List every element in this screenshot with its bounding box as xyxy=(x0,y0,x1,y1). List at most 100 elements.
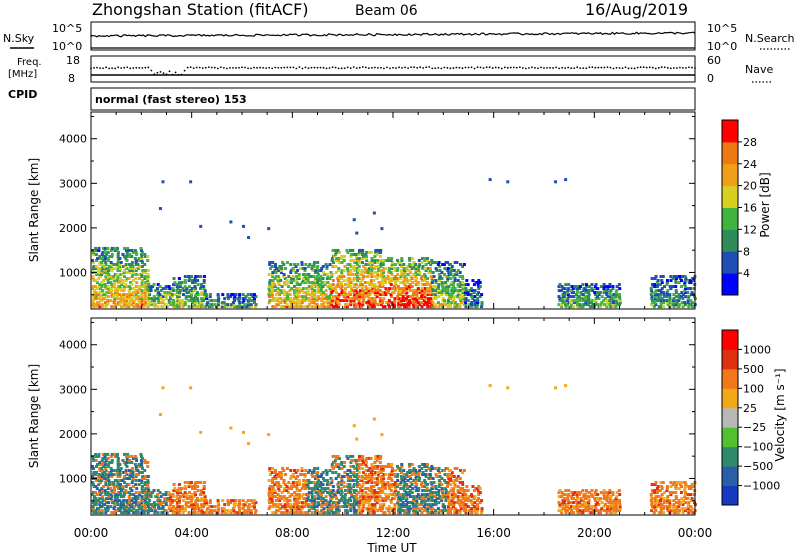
velocity-cell xyxy=(116,475,120,479)
power-cell xyxy=(389,293,393,297)
power-cell xyxy=(317,297,321,301)
power-cell xyxy=(122,293,126,297)
velocity-cell xyxy=(153,507,157,511)
power-cell xyxy=(414,303,418,307)
nave-dot xyxy=(615,66,618,69)
power-cell xyxy=(231,301,235,305)
velocity-cell xyxy=(390,485,394,489)
velocity-cell xyxy=(602,493,606,497)
power-cell xyxy=(121,279,125,283)
power-cell xyxy=(352,297,356,301)
velocity-cell xyxy=(122,507,126,511)
nave-dot xyxy=(422,67,425,69)
velocity-cell xyxy=(285,466,289,470)
velocity-cell xyxy=(587,495,591,499)
power-cell xyxy=(407,285,411,289)
nave-dot xyxy=(651,66,654,69)
power-cell xyxy=(450,289,454,293)
nave-tick-bottom: 0 xyxy=(707,72,714,85)
power-cell xyxy=(314,277,318,281)
power-cell xyxy=(689,299,693,303)
power-cell xyxy=(193,301,197,305)
velocity-cell xyxy=(410,473,414,477)
power-cell xyxy=(440,291,444,295)
power-cell xyxy=(683,289,687,293)
velocity-cell xyxy=(323,503,327,507)
power-cell xyxy=(298,299,302,303)
power-cell xyxy=(353,285,357,289)
velocity-cell xyxy=(224,511,228,515)
nave-dot xyxy=(657,66,660,69)
power-cell xyxy=(139,246,143,250)
velocity-cell xyxy=(422,505,426,509)
power-cell xyxy=(127,291,131,295)
velocity-cell xyxy=(101,460,105,464)
velocity-cell xyxy=(403,477,407,481)
power-cell xyxy=(342,269,346,273)
power-cell xyxy=(288,305,292,309)
velocity-cell xyxy=(405,483,409,487)
power-cell xyxy=(158,285,162,289)
velocity-cell xyxy=(662,491,666,495)
power-cell xyxy=(586,303,590,307)
velocity-cell xyxy=(408,475,412,479)
power-cell xyxy=(247,236,251,240)
power-cell xyxy=(345,299,349,303)
power-cell xyxy=(458,275,462,279)
power-cell xyxy=(370,305,374,309)
power-cell xyxy=(350,252,354,256)
velocity-cell xyxy=(615,495,619,499)
velocity-cell xyxy=(391,493,395,497)
velocity-cell xyxy=(203,503,207,507)
velocity-cell xyxy=(123,452,127,456)
power-cell xyxy=(268,291,272,295)
velocity-cell xyxy=(273,505,277,509)
power-cell xyxy=(196,275,200,279)
power-cell xyxy=(441,299,445,303)
power-cell xyxy=(429,305,433,309)
power-cell xyxy=(576,305,580,309)
power-cell xyxy=(150,303,154,307)
nave-dot xyxy=(349,67,352,69)
velocity-cell xyxy=(125,458,129,462)
velocity-cell xyxy=(415,487,419,491)
velocity-cell xyxy=(348,468,352,472)
velocity-cell xyxy=(286,505,290,509)
velocity-cell xyxy=(603,503,607,507)
power-cell xyxy=(424,289,428,293)
velocity-cell xyxy=(352,499,356,503)
velocity-cell xyxy=(438,495,442,499)
power-cell xyxy=(677,295,681,299)
power-cell xyxy=(331,279,335,283)
velocity-cell xyxy=(612,511,616,515)
power-cell xyxy=(192,289,196,293)
nave-dot xyxy=(555,66,557,69)
power-cell xyxy=(609,297,613,301)
nave-dot xyxy=(241,66,243,69)
velocity-cell xyxy=(566,509,570,513)
velocity-cell xyxy=(405,497,409,501)
power-cell xyxy=(316,264,320,268)
velocity-cell xyxy=(566,499,570,503)
velocity-cell xyxy=(271,477,275,481)
velocity-cell xyxy=(683,491,687,495)
power-cell xyxy=(447,273,451,277)
power-cell xyxy=(378,285,382,289)
power-cell xyxy=(98,299,102,303)
power-cell xyxy=(254,295,258,299)
velocity-cell xyxy=(171,493,175,497)
power-cell xyxy=(370,275,374,279)
velocity-cell xyxy=(382,503,386,507)
power-cell xyxy=(395,277,399,281)
power-cell xyxy=(91,277,95,281)
power-cell xyxy=(478,285,482,289)
power-cell xyxy=(557,295,561,299)
power-cell xyxy=(325,299,329,303)
velocity-cell xyxy=(317,489,321,493)
velocity-cell xyxy=(337,509,341,513)
velocity-cell xyxy=(660,487,664,491)
nave-dot xyxy=(108,67,111,70)
power-cell xyxy=(125,305,129,309)
power-cell xyxy=(674,305,678,309)
power-cell xyxy=(569,299,573,303)
